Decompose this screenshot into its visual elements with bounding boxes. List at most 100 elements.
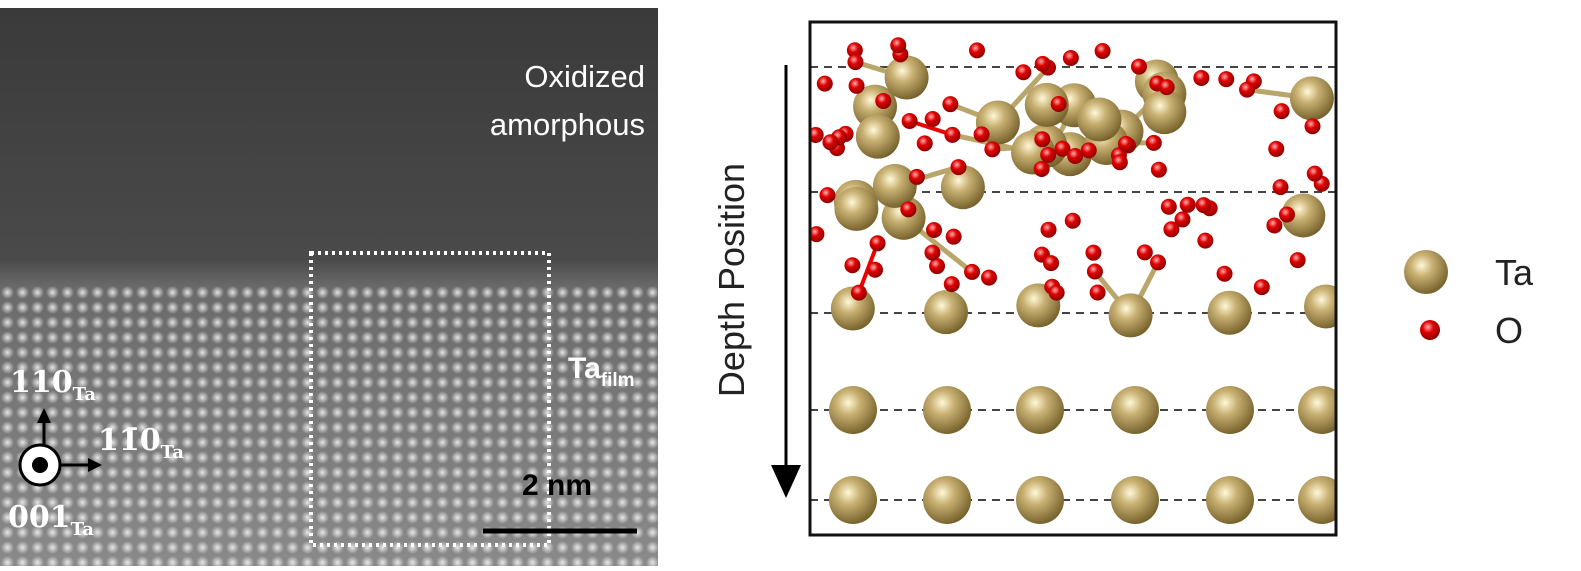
o-atom [1193, 69, 1210, 86]
film-sub: film [601, 370, 635, 391]
o-atom [1160, 198, 1177, 215]
o-atom [973, 126, 990, 143]
o-atom [819, 187, 836, 204]
ta-atom [923, 476, 971, 524]
o-atom [867, 261, 884, 278]
ta-atom [872, 163, 917, 208]
o-atom [1130, 58, 1147, 75]
atomic-model [810, 37, 1336, 524]
o-atom [822, 134, 839, 151]
film-label: Tafilm [568, 352, 635, 391]
o-atom [1304, 118, 1321, 135]
o-atom [850, 284, 867, 301]
region-label: amorphous [490, 107, 645, 142]
o-atom [890, 37, 907, 54]
o-atom [1015, 64, 1032, 81]
model-frame [808, 20, 1338, 537]
o-atom [969, 42, 986, 59]
o-atom [1040, 221, 1057, 238]
o-atom [844, 257, 861, 274]
legend-label: Ta [1495, 252, 1534, 293]
o-atom [942, 96, 959, 113]
o-atom [1043, 255, 1060, 272]
o-atom [1195, 197, 1212, 214]
o-atom [924, 244, 941, 261]
o-atom [1034, 131, 1051, 148]
o-atom [1150, 161, 1167, 178]
o-atom [926, 221, 943, 238]
o-atom [1080, 142, 1097, 159]
ta-atom [923, 386, 971, 434]
o-atom [1253, 279, 1270, 296]
o-atom [810, 226, 825, 243]
o-atom [929, 258, 946, 275]
ta-atom [1108, 293, 1153, 338]
ta-atom [829, 476, 877, 524]
o-atom [1117, 135, 1134, 152]
o-atom [1067, 148, 1084, 165]
o-atom [1040, 146, 1057, 163]
o-atom [944, 126, 961, 143]
ta-atom [1142, 90, 1187, 135]
legend-o-symbol [1420, 320, 1440, 340]
o-atom [869, 235, 886, 252]
o-atom [846, 42, 863, 59]
scale-label: 2 nm [522, 469, 592, 502]
o-atom [1085, 244, 1102, 261]
ta-atom [1016, 476, 1064, 524]
direction-label: 110Ta [10, 365, 96, 405]
o-atom [1111, 154, 1128, 171]
o-atom [1273, 103, 1290, 120]
o-atom [964, 263, 981, 280]
direction-sub: Ta [71, 519, 95, 540]
ta-atom [1206, 386, 1254, 434]
o-atom [1034, 55, 1051, 72]
o-atom [810, 126, 824, 143]
direction-label: 11̄0Ta [98, 423, 184, 463]
o-atom [848, 77, 865, 94]
o-atom [1089, 284, 1106, 301]
ta-atom [1298, 386, 1336, 434]
ta-atom [1281, 193, 1326, 238]
o-atom [1086, 263, 1103, 280]
o-atom [1136, 244, 1153, 261]
o-atom [980, 269, 997, 286]
o-atom [901, 113, 918, 130]
o-atom [1145, 134, 1162, 151]
o-atom [950, 159, 967, 176]
selection-box [309, 251, 551, 547]
o-atom [1268, 140, 1285, 157]
region-label: Oxidized [524, 59, 645, 94]
o-atom [1062, 50, 1079, 67]
o-atom [916, 135, 933, 152]
out-of-plane-dot [32, 457, 48, 473]
axis-label: Depth Position [711, 163, 752, 397]
o-atom [924, 111, 941, 128]
ta-atom [1111, 476, 1159, 524]
ta-atom [1206, 476, 1254, 524]
direction-main: 11̄0 [98, 423, 161, 458]
o-atom [1158, 79, 1175, 96]
ta-atom [940, 165, 985, 210]
o-atom [1048, 284, 1065, 301]
arrow-head [88, 458, 102, 472]
direction-main: 110 [10, 365, 73, 400]
o-atom [1050, 96, 1067, 113]
o-atom [1163, 221, 1180, 238]
o-atom [1272, 179, 1289, 196]
ta-atom [834, 186, 879, 231]
o-atom [847, 54, 864, 71]
direction-sub: Ta [161, 442, 185, 463]
depth-arrow-head [771, 465, 801, 498]
o-atom [945, 228, 962, 245]
o-atom [1216, 265, 1233, 282]
o-atom [984, 141, 1001, 158]
ta-atom [884, 55, 929, 100]
ta-atom [855, 114, 900, 159]
o-atom [1064, 212, 1081, 229]
ta-atom [1207, 290, 1252, 335]
direction-label: 001Ta [8, 500, 94, 540]
o-atom [1289, 252, 1306, 269]
o-atom [1033, 160, 1050, 177]
